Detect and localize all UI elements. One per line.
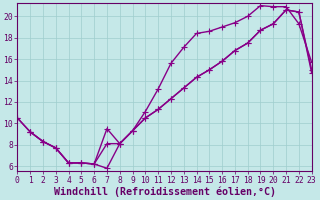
X-axis label: Windchill (Refroidissement éolien,°C): Windchill (Refroidissement éolien,°C) — [53, 186, 276, 197]
